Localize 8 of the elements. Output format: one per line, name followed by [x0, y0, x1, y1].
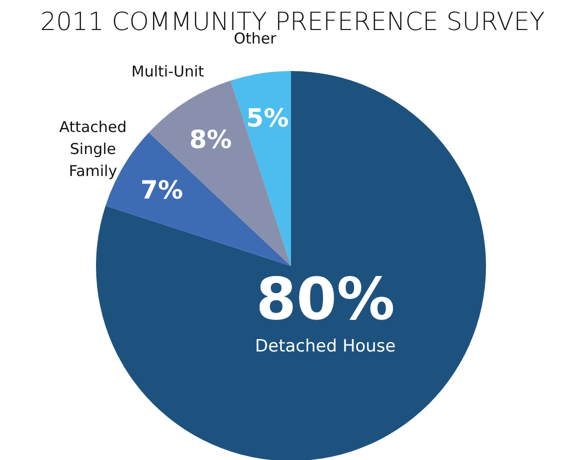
data-label: 7%: [140, 175, 183, 204]
data-label: 5%: [246, 103, 289, 132]
data-label: 8%: [189, 124, 232, 154]
slice-label: Attached Single Family: [59, 118, 127, 180]
slice-label: Detached House: [255, 336, 396, 356]
pie-slice: [230, 71, 291, 266]
data-label: 80%: [256, 265, 395, 334]
slice-label: Multi-Unit: [131, 62, 204, 81]
